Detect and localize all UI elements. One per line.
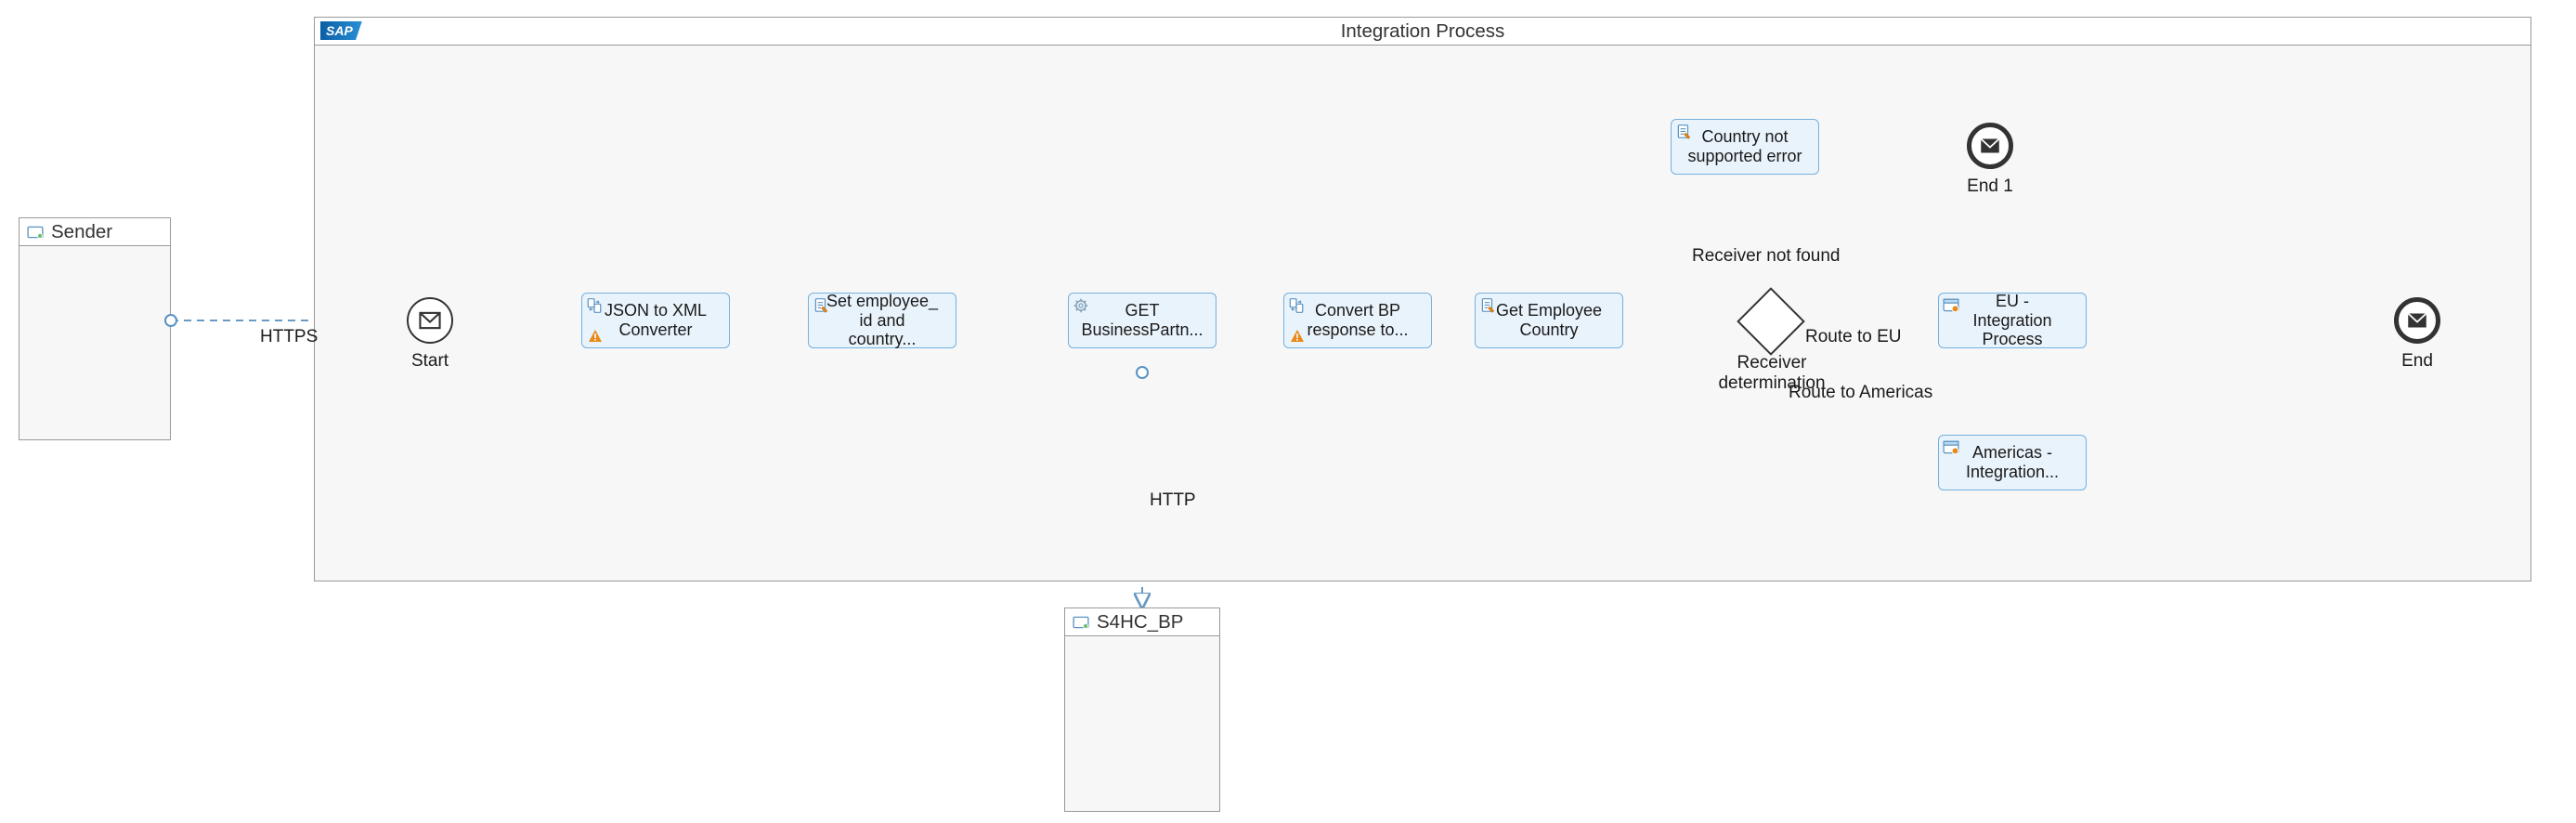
task-convert-bp[interactable]: Convert BP response to... [1283,293,1432,348]
participant-icon [1073,614,1089,631]
task-country-error[interactable]: Country not supported error [1671,119,1819,175]
diagram-canvas: Sender SAP Integration Process S4HC_BP S… [0,0,2576,823]
task-get-bp[interactable]: GET BusinessPartn... [1068,293,1216,348]
doc-edit-icon [813,297,829,314]
task-set-employee-label: Set employee_ id and country... [824,292,941,349]
port-sender-out[interactable] [164,314,177,327]
task-get-country-label: Get Employee Country [1496,301,1602,339]
task-set-employee[interactable]: Set employee_ id and country... [808,293,956,348]
participant-icon [27,224,44,241]
doc-edit-icon [1675,124,1692,140]
envelope-icon [1979,135,2001,157]
task-eu-process[interactable]: EU - Integration Process [1938,293,2087,348]
participant-sender-header: Sender [20,218,170,246]
participant-s4hc-header: S4HC_BP [1065,608,1219,636]
end-event-label: End [2371,351,2464,372]
doc-swap-icon [586,297,603,314]
envelope-icon [418,308,442,333]
task-json-to-xml-label: JSON to XML Converter [605,301,707,339]
participant-sender[interactable]: Sender [19,217,171,440]
start-event-label: Start [384,351,476,372]
participant-process-header: SAP Integration Process [315,18,2530,46]
subprocess-icon [1943,297,1959,314]
envelope-icon [2406,309,2428,332]
participant-s4hc-body [1065,636,1219,811]
task-americas-process-label: Americas - Integration... [1966,443,2059,481]
task-convert-bp-label: Convert BP response to... [1307,301,1408,339]
port-get-bp-bottom[interactable] [1136,366,1149,379]
start-event[interactable] [407,297,453,344]
participant-sender-body [20,246,170,439]
task-americas-process[interactable]: Americas - Integration... [1938,435,2087,490]
gear-icon [1073,297,1089,314]
task-json-to-xml[interactable]: JSON to XML Converter [581,293,730,348]
doc-edit-icon [1479,297,1496,314]
task-get-country[interactable]: Get Employee Country [1475,293,1623,348]
warning-icon [1290,329,1305,344]
task-country-error-label: Country not supported error [1687,127,1802,165]
end-event[interactable] [2394,297,2440,344]
edge-label-https: HTTPS [258,327,319,347]
end1-event-label: End 1 [1944,176,2036,197]
sap-logo-icon: SAP [320,21,362,40]
task-get-bp-label: GET BusinessPartn... [1081,301,1203,339]
edge-label-http: HTTP [1148,490,1198,511]
warning-icon [588,329,603,344]
participant-s4hc-title: S4HC_BP [1097,611,1183,634]
participant-process-title: Integration Process [1341,20,1505,43]
edge-label-receiver-not-found: Receiver not found [1690,246,1842,267]
task-eu-process-label: EU - Integration Process [1954,292,2071,349]
doc-swap-icon [1288,297,1305,314]
edge-label-route-eu: Route to EU [1803,327,1904,347]
edge-label-route-americas: Route to Americas [1787,383,1934,403]
participant-s4hc[interactable]: S4HC_BP [1064,607,1220,812]
subprocess-icon [1943,439,1959,456]
participant-sender-title: Sender [51,221,112,243]
end1-event[interactable] [1967,123,2013,169]
